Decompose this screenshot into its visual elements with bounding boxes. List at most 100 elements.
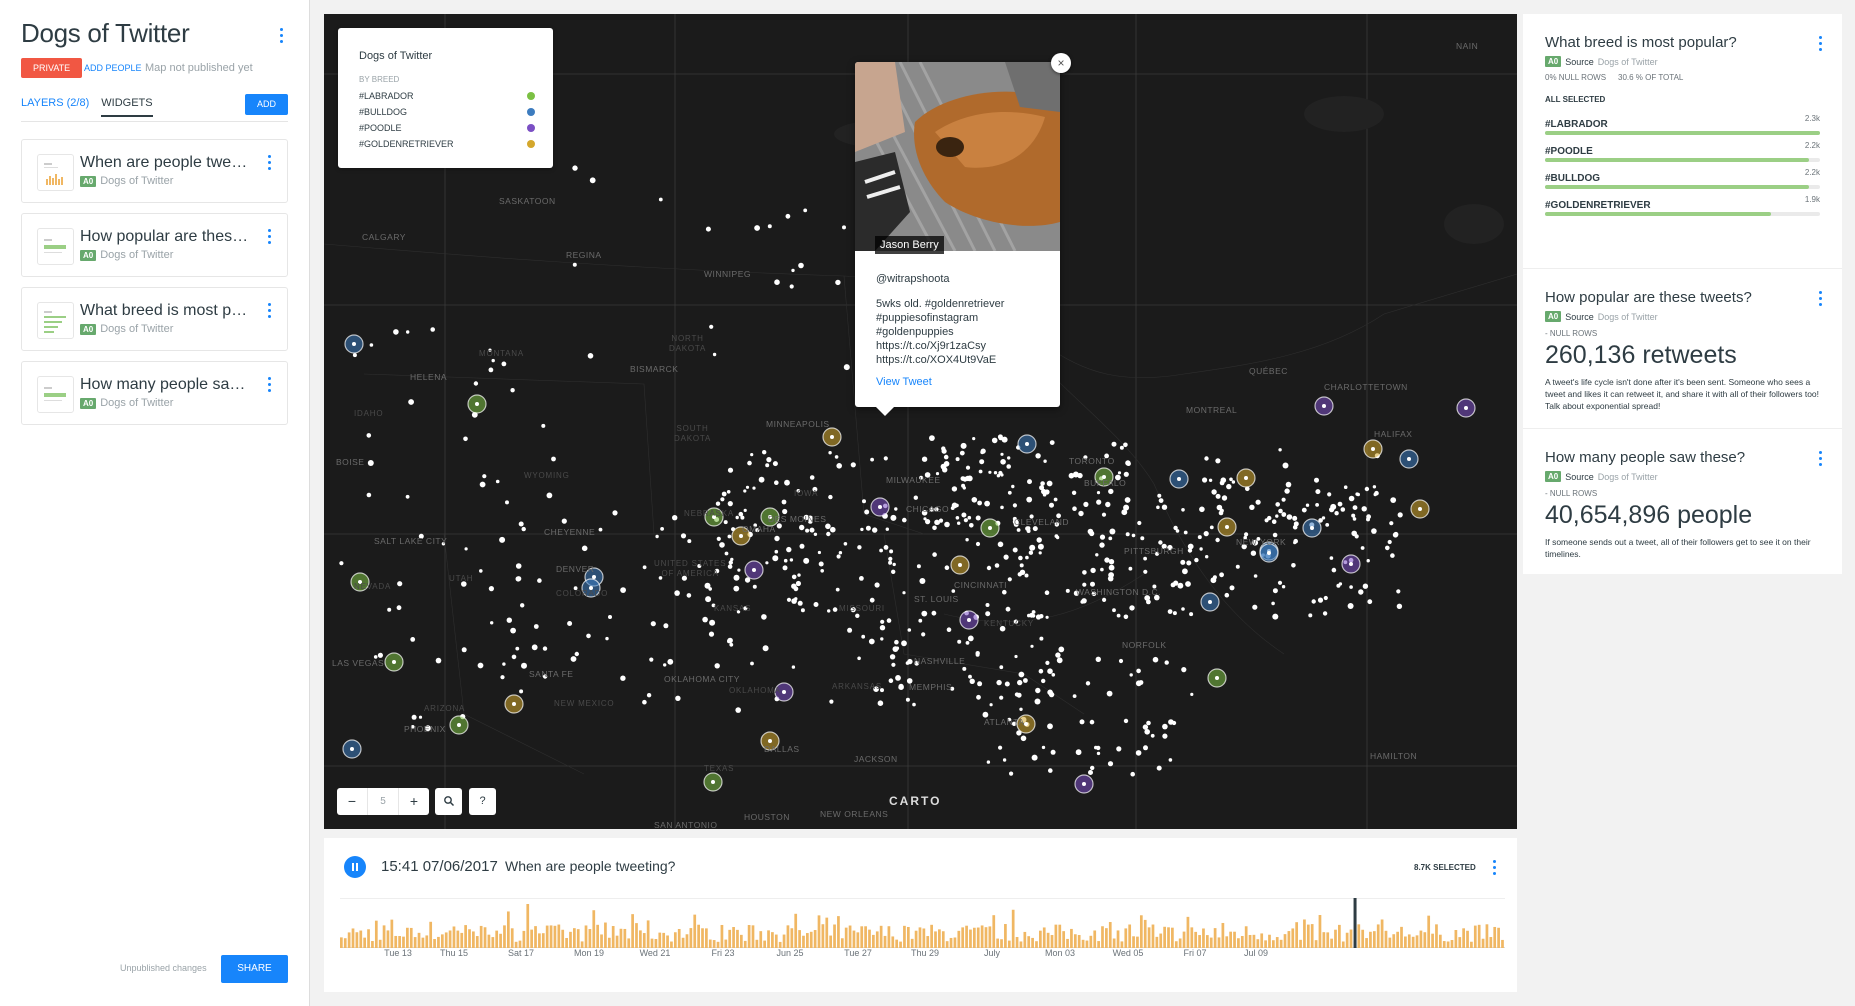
tweet-point[interactable] [935,472,940,476]
tweet-point[interactable] [1278,448,1282,452]
histogram-bar[interactable] [343,938,347,948]
histogram-bar[interactable] [747,925,751,948]
tweet-point[interactable] [1252,539,1259,546]
histogram-bar[interactable] [394,935,398,948]
histogram-bar[interactable] [1419,930,1423,948]
tweet-point[interactable] [744,577,751,583]
tweet-point[interactable] [1020,735,1027,742]
tweet-point[interactable] [919,475,923,480]
tweet-point[interactable] [1181,508,1185,512]
tweet-point[interactable] [1038,668,1044,674]
tweet-point[interactable] [605,636,609,641]
histogram-bar[interactable] [837,916,840,948]
histogram-bar[interactable] [662,932,666,948]
tweet-point[interactable] [1364,486,1370,492]
histogram-bar[interactable] [1054,924,1058,948]
tweet-point[interactable] [719,542,725,548]
map-options-menu[interactable] [274,24,288,46]
histogram-bar[interactable] [666,935,669,948]
histogram-bar[interactable] [464,925,467,948]
tweet-point[interactable] [723,520,728,525]
histogram-bar[interactable] [673,932,677,948]
histogram-bar[interactable] [378,939,382,948]
histogram-bar[interactable] [1376,924,1380,948]
tweet-point[interactable] [879,548,883,553]
tweet-point[interactable] [1337,501,1343,507]
histogram-bar[interactable] [794,913,798,948]
tweet-point[interactable] [791,665,796,669]
histogram-bar[interactable] [510,928,514,948]
tweet-point[interactable] [752,486,756,490]
widget-card-breed[interactable]: What breed is most popular? A0 Dogs of T… [21,287,288,351]
histogram-bar[interactable] [813,930,817,948]
histogram-bar[interactable] [1435,924,1438,948]
tweet-point[interactable] [1277,580,1283,585]
histogram-bar[interactable] [1462,928,1465,948]
histogram-bar[interactable] [1322,932,1326,948]
tweet-point[interactable] [612,510,618,516]
histogram-bar[interactable] [1108,922,1112,948]
tweet-point[interactable] [1397,512,1403,518]
histogram-bar[interactable] [1233,931,1236,948]
tweet-point[interactable] [1229,477,1233,482]
tweet-point[interactable] [1096,745,1101,751]
tweet-point[interactable] [975,515,981,521]
tweet-point[interactable] [750,453,754,457]
tweet-point[interactable] [660,527,664,531]
tweet-point[interactable] [1016,692,1022,698]
tweet-point[interactable] [1245,486,1250,492]
tweet-point[interactable] [950,506,955,510]
tweet-point[interactable] [812,486,818,492]
histogram-bar[interactable] [1431,933,1434,948]
tweet-point[interactable] [1002,758,1007,762]
histogram-bar[interactable] [693,914,697,948]
tweet-point[interactable] [1053,497,1058,502]
histogram-bar[interactable] [899,941,902,948]
tweet-point[interactable] [581,545,588,552]
tweet-point[interactable] [373,655,378,659]
histogram-bar[interactable] [549,925,553,948]
tweet-point[interactable] [1011,721,1017,726]
tweet-point[interactable] [877,700,884,706]
histogram-bar[interactable] [1384,930,1388,948]
tweet-point[interactable] [1209,525,1214,530]
tweet-point[interactable] [965,641,970,645]
histogram-bar[interactable] [1039,930,1042,948]
tweet-point[interactable] [1167,544,1173,551]
histogram-bar[interactable] [1171,927,1174,948]
tweet-point[interactable] [1281,497,1286,502]
tweet-point[interactable] [1041,745,1046,750]
histogram-bar[interactable] [553,925,557,948]
tweet-point[interactable] [786,597,792,602]
histogram-bar[interactable] [1481,938,1485,948]
tweet-point[interactable] [726,490,731,494]
tweet-point[interactable] [1107,575,1114,582]
histogram-bar[interactable] [755,939,759,948]
tweet-point[interactable] [1373,492,1377,497]
histogram-bar[interactable] [1287,931,1291,948]
tweet-point[interactable] [542,674,548,679]
histogram-bar[interactable] [1310,924,1314,948]
tweet-point[interactable] [891,569,896,574]
tweet-point[interactable] [1128,566,1133,571]
tweet-point[interactable] [1032,526,1038,532]
tweet-point[interactable] [1187,543,1194,550]
histogram-bar[interactable] [716,941,720,948]
histogram-bar[interactable] [1404,936,1407,948]
tweet-point[interactable] [880,619,885,624]
tweet-point[interactable] [1349,585,1353,589]
histogram-bar[interactable] [992,915,996,948]
histogram-bar[interactable] [627,938,631,948]
histogram-bar[interactable] [976,927,980,948]
tweet-point[interactable] [1329,556,1334,560]
tweet-point[interactable] [667,658,674,665]
histogram-bar[interactable] [852,930,856,948]
histogram-bar[interactable] [642,933,646,948]
tweet-point[interactable] [932,552,937,557]
tweet-point[interactable] [1371,528,1377,534]
tweet-point[interactable] [923,517,927,521]
tweet-point[interactable] [589,177,596,184]
tweet-point[interactable] [1152,584,1157,589]
tweet-point[interactable] [784,479,790,486]
tweet-point[interactable] [1129,605,1135,611]
